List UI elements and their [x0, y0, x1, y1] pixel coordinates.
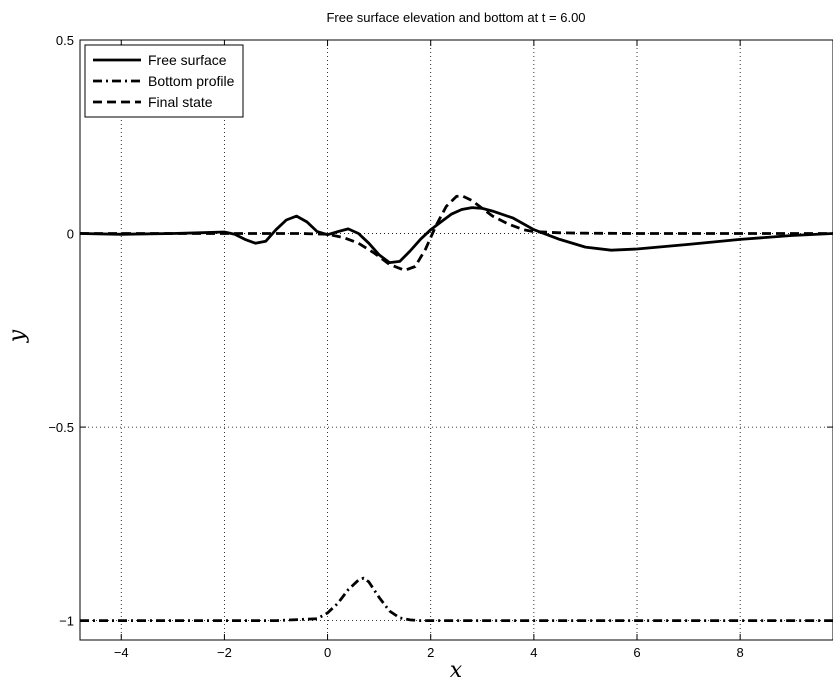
y-tick-label: −0.5	[48, 420, 74, 435]
y-tick-label: 0.5	[56, 33, 74, 48]
series-final-state	[80, 194, 833, 272]
series-layer	[79, 194, 833, 622]
x-tick-label: −4	[114, 645, 129, 660]
legend-label: Free surface	[148, 52, 227, 68]
ticks: −4 −2 0 2 4 6 8 0.5 0 −0.5 −1	[48, 33, 833, 660]
legend-box	[84, 44, 244, 118]
legend: Free surface Bottom profile Final state	[84, 44, 244, 118]
x-tick-label: 2	[427, 645, 434, 660]
y-axis-label: y	[5, 329, 30, 343]
legend-label: Final state	[148, 94, 213, 110]
x-tick-label: 6	[633, 645, 640, 660]
series-bottom-profile	[80, 576, 833, 622]
x-tick-label: 4	[530, 645, 537, 660]
series-free-surface	[79, 206, 833, 264]
x-tick-label: 0	[324, 645, 331, 660]
x-tick-label: −2	[217, 645, 232, 660]
x-axis-label: x	[450, 658, 463, 682]
grid	[80, 39, 833, 640]
y-tick-label: −1	[59, 614, 74, 629]
y-tick-label: 0	[67, 227, 74, 242]
x-tick-label: 8	[737, 645, 744, 660]
legend-label: Bottom profile	[148, 73, 235, 89]
chart-title: Free surface elevation and bottom at t =…	[326, 10, 585, 25]
plot-frame	[79, 39, 833, 641]
